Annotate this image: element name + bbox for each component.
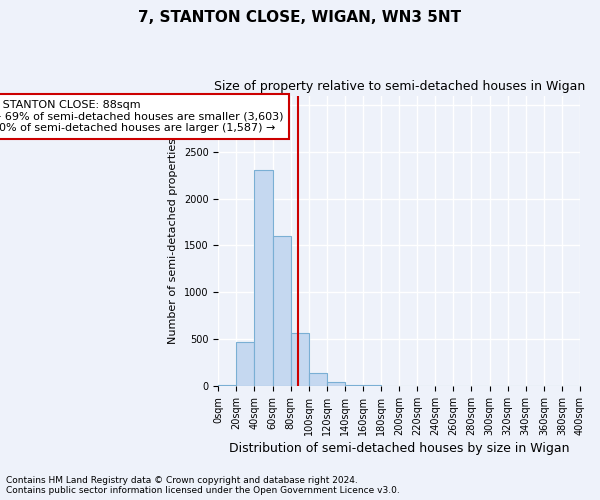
Y-axis label: Number of semi-detached properties: Number of semi-detached properties	[168, 138, 178, 344]
Bar	[236, 342, 254, 386]
Title: Size of property relative to semi-detached houses in Wigan: Size of property relative to semi-detach…	[214, 80, 585, 93]
Bar	[345, 385, 363, 386]
X-axis label: Distribution of semi-detached houses by size in Wigan: Distribution of semi-detached houses by …	[229, 442, 569, 455]
Bar	[254, 170, 272, 386]
Text: 7, STANTON CLOSE, WIGAN, WN3 5NT: 7, STANTON CLOSE, WIGAN, WN3 5NT	[139, 10, 461, 25]
Bar	[272, 236, 290, 386]
Bar	[290, 332, 308, 386]
Bar	[327, 382, 345, 386]
Bar	[308, 373, 327, 386]
Text: Contains HM Land Registry data © Crown copyright and database right 2024.
Contai: Contains HM Land Registry data © Crown c…	[6, 476, 400, 495]
Text: 7 STANTON CLOSE: 88sqm
← 69% of semi-detached houses are smaller (3,603)
30% of : 7 STANTON CLOSE: 88sqm ← 69% of semi-det…	[0, 100, 284, 133]
